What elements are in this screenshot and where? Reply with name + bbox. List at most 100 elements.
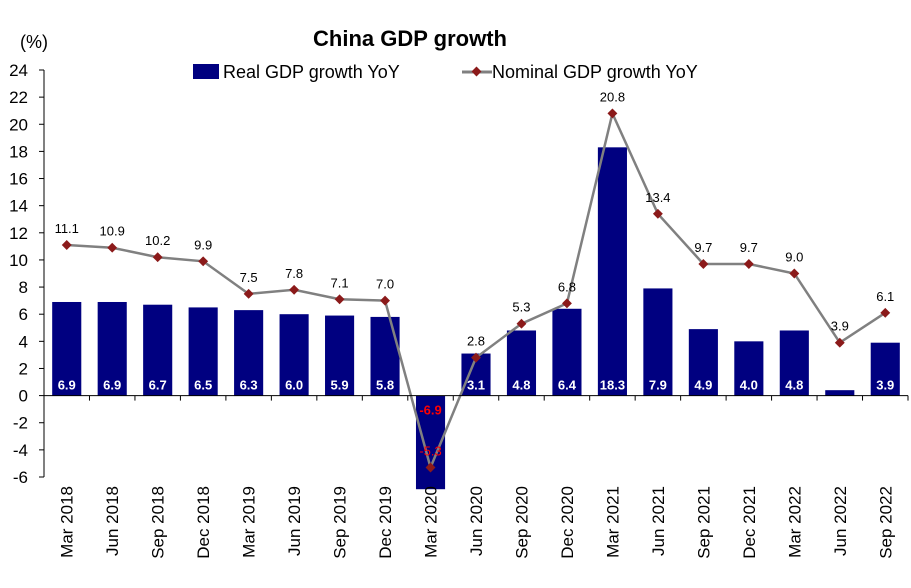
chart-title: China GDP growth <box>313 26 507 51</box>
bar-value-label: 6.7 <box>149 378 167 393</box>
bar-value-label: 18.3 <box>600 378 625 393</box>
bar <box>97 301 127 396</box>
nominal-line <box>66 109 886 472</box>
line-point <box>380 295 391 306</box>
bar-value-label: 3.9 <box>876 378 894 393</box>
bar-value-label: 5.9 <box>331 378 349 393</box>
line-point <box>243 288 254 299</box>
bar-value-label: 6.0 <box>285 378 303 393</box>
bar <box>870 342 900 396</box>
bar <box>370 316 400 396</box>
line-value-label: 6.8 <box>558 279 576 294</box>
line-value-label: 13.4 <box>645 190 670 205</box>
bar <box>143 304 173 396</box>
bar <box>688 329 718 396</box>
bar-value-label: 4.9 <box>694 378 712 393</box>
y-tick-label: 2 <box>19 359 28 378</box>
bar-value-label: 3.1 <box>467 378 485 393</box>
line-point <box>289 284 300 295</box>
line-point <box>561 298 572 309</box>
bar-value-label: -6.9 <box>419 403 441 418</box>
line-value-label: 11.1 <box>55 221 79 236</box>
bar <box>279 314 309 396</box>
bar <box>234 310 264 396</box>
line-point <box>471 352 481 363</box>
y-tick-label: 4 <box>19 332 28 351</box>
x-tick-label: Mar 2020 <box>422 486 441 558</box>
line-value-label: 9.7 <box>694 240 712 255</box>
legend-label-nominal: Nominal GDP growth YoY <box>492 62 698 82</box>
x-tick-label: Jun 2021 <box>649 486 668 556</box>
y-tick-label: 22 <box>9 88 28 107</box>
y-tick-label: -2 <box>13 414 28 433</box>
bar <box>643 288 673 396</box>
y-tick-label: 20 <box>9 115 28 134</box>
line-point <box>834 337 845 348</box>
y-tick-label: 24 <box>9 61 28 80</box>
line-point <box>152 252 163 263</box>
bar <box>779 330 809 396</box>
line-nominal-gdp <box>61 108 891 473</box>
x-tick-label: Sep 2019 <box>331 486 350 559</box>
bars-real-gdp <box>52 147 900 490</box>
y-tick-label: -6 <box>13 468 28 487</box>
line-point <box>334 294 345 305</box>
bar-value-label: 6.4 <box>558 378 577 393</box>
line-point <box>107 242 118 253</box>
bar <box>188 307 218 396</box>
line-point <box>880 307 891 318</box>
y-tick-label: 10 <box>9 251 28 270</box>
line-value-label: 2.8 <box>467 334 485 349</box>
line-point <box>743 259 754 269</box>
x-tick-label: Mar 2021 <box>603 486 622 558</box>
line-value-label: -5.3 <box>419 444 441 459</box>
y-tick-label: 6 <box>19 305 28 324</box>
legend-marker-nominal <box>471 66 482 77</box>
x-tick-label: Jun 2020 <box>467 486 486 556</box>
y-tick-label: 8 <box>19 278 28 297</box>
line-value-label: 9.7 <box>740 240 758 255</box>
line-point <box>607 108 618 119</box>
line-value-label: 9.0 <box>785 250 803 265</box>
bar <box>506 330 537 396</box>
bar-value-label: 5.8 <box>376 378 394 393</box>
line-value-label: 7.8 <box>285 266 303 281</box>
y-tick-label: 0 <box>19 387 28 406</box>
x-tick-label: Mar 2018 <box>58 486 77 558</box>
line-point <box>789 268 800 279</box>
x-tick-label: Sep 2022 <box>876 486 895 559</box>
line-value-label: 7.1 <box>331 275 349 290</box>
legend: Real GDP growth YoY Nominal GDP growth Y… <box>193 62 698 82</box>
bar <box>734 341 764 396</box>
line-point <box>516 318 527 329</box>
bar <box>325 315 355 396</box>
y-tick-label: 18 <box>9 142 28 161</box>
line-point <box>61 240 72 250</box>
x-tick-label: Dec 2021 <box>740 486 759 559</box>
x-tick-label: Dec 2018 <box>194 486 213 559</box>
line-labels: 11.1 10.9 10.2 9.9 7.5 7.8 7.1 7.0 -5.3 2.8 5.3 6.8… <box>55 89 895 458</box>
line-value-label: 10.9 <box>100 224 125 239</box>
bar-labels: 6.9 6.9 6.7 6.5 6.3 6.0 5.9 5.8 -6.9 3.1 4.8 6.4 18.… <box>58 378 895 418</box>
x-tick-label: Mar 2022 <box>785 486 804 558</box>
y-tick-label: -4 <box>13 441 28 460</box>
x-axis: Mar 2018 Jun 2018 Sep 2018 Dec 2018 Mar 2019… <box>43 395 909 559</box>
line-value-label: 9.9 <box>194 237 212 252</box>
line-point <box>425 462 436 473</box>
bar-value-label: 6.5 <box>194 378 212 393</box>
y-tick-label: 12 <box>9 224 28 243</box>
line-point <box>652 208 663 219</box>
y-tick-label: 14 <box>9 197 28 216</box>
bar-value-label: 6.9 <box>58 378 76 393</box>
bar-value-label: 4.8 <box>512 378 530 393</box>
bar-value-label: 6.3 <box>240 378 258 393</box>
line-value-label: 20.8 <box>600 89 625 104</box>
unit-label: (%) <box>20 32 48 52</box>
x-tick-label: Jun 2019 <box>285 486 304 556</box>
x-tick-label: Dec 2020 <box>558 486 577 559</box>
line-value-label: 10.2 <box>145 233 170 248</box>
line-value-label: 3.9 <box>831 319 849 334</box>
bar-value-label: 7.9 <box>649 378 667 393</box>
